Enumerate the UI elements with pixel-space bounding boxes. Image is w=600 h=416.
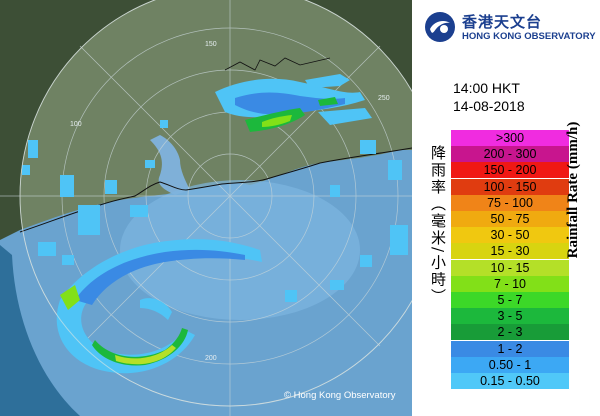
rain-echo-spiral-band	[56, 239, 263, 374]
legend-swatch	[451, 243, 569, 260]
legend-row: 30 - 50	[451, 227, 569, 244]
sea-outside-range	[0, 245, 80, 416]
legend-row: 75 - 100	[451, 194, 569, 211]
legend-swatch	[451, 162, 569, 179]
legend-label: 15 - 30	[490, 244, 530, 259]
legend-label: 10 - 15	[490, 260, 530, 275]
rain-echo-north	[215, 74, 372, 132]
legend-label: 0.50 - 1	[488, 357, 532, 372]
ring-label: 250	[378, 95, 390, 102]
legend-row: 1 - 2	[451, 340, 569, 357]
legend-label: 3 - 5	[497, 309, 523, 324]
observation-time: 14:00 HKT	[453, 80, 520, 96]
org-name-en: HONG KONG OBSERVATORY	[462, 31, 596, 42]
org-name-zh: 香港天文台	[462, 13, 543, 31]
copyright-notice: © Hong Kong Observatory	[284, 390, 396, 401]
hko-logo-icon	[425, 12, 455, 42]
legend-title-en: Rainfall Rate (mm/h)	[565, 121, 581, 259]
legend-swatch	[451, 130, 569, 146]
legend-row: 150 - 200	[451, 162, 569, 179]
legend-label: 7 - 10	[494, 276, 526, 291]
legend-swatch	[451, 292, 569, 308]
radar-map: 150 100 200 250	[0, 0, 412, 416]
legend-swatch	[451, 211, 569, 227]
hko-logo: 香港天文台 HONG KONG OBSERVATORY	[424, 9, 596, 49]
ring-label: 100	[70, 121, 82, 128]
legend-row: 10 - 15	[451, 259, 569, 276]
legend-row: 7 - 10	[451, 275, 569, 292]
legend-row: 3 - 5	[451, 308, 569, 325]
legend-swatch	[451, 275, 569, 292]
legend-label: 0.15 - 0.50	[480, 374, 540, 388]
legend-label: 1 - 2	[497, 341, 523, 356]
ring-labels: 150 100 200 250	[70, 41, 390, 362]
rain-echo-scattered-east	[285, 140, 408, 302]
legend-swatch	[451, 308, 569, 325]
legend-label: 100 - 150	[483, 179, 537, 194]
observation-date: 14-08-2018	[453, 98, 525, 114]
legend-row: 2 - 3	[451, 324, 569, 341]
legend-row: >300	[451, 130, 569, 146]
legend-label: 75 - 100	[487, 195, 533, 210]
legend-label: 5 - 7	[497, 293, 523, 307]
legend-label: 150 - 200	[483, 163, 537, 178]
legend-row: 0.50 - 1	[451, 356, 569, 373]
legend-swatch	[451, 324, 569, 341]
legend-label: 200 - 300	[483, 147, 537, 162]
legend-row: 0.15 - 0.50	[451, 373, 569, 389]
legend-swatch	[451, 194, 569, 211]
ring-label: 200	[205, 355, 217, 362]
legend-row: 200 - 300	[451, 146, 569, 163]
legend-swatch	[451, 259, 569, 276]
legend-swatch	[451, 356, 569, 373]
legend-label: 30 - 50	[490, 228, 530, 243]
legend-row: 100 - 150	[451, 178, 569, 195]
legend-swatch	[451, 373, 569, 389]
legend-title-zh: 降雨率（毫米/小時）	[429, 145, 447, 306]
legend-label: 50 - 75	[490, 212, 530, 226]
coastline	[19, 147, 412, 233]
ring-label: 150	[205, 41, 217, 48]
legend-row: 15 - 30	[451, 243, 569, 260]
rain-echo-scattered-west	[22, 120, 168, 265]
legend-swatch	[451, 227, 569, 244]
legend-label: >300	[495, 131, 525, 145]
legend-swatch	[451, 178, 569, 195]
border-line	[224, 57, 331, 71]
legend-row: 5 - 7	[451, 292, 569, 308]
legend-swatch	[451, 340, 569, 357]
legend-swatch	[451, 146, 569, 163]
legend-label: 2 - 3	[497, 325, 523, 340]
legend-row: 50 - 75	[451, 211, 569, 227]
